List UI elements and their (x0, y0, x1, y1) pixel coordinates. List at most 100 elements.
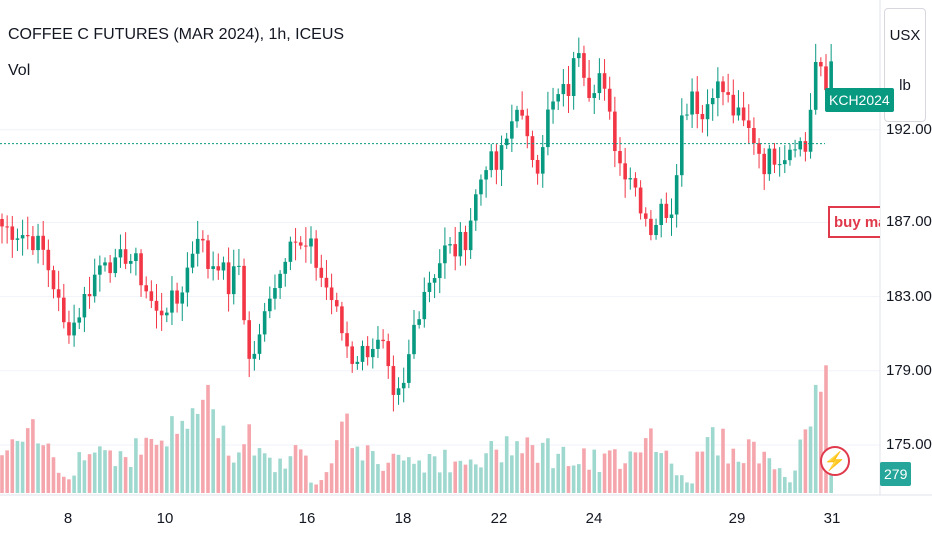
volume-bar (386, 462, 391, 493)
candle-body (685, 114, 689, 116)
volume-bar (365, 445, 370, 493)
volume-bar (494, 449, 499, 493)
volume-bar (448, 472, 452, 493)
volume-bar (195, 413, 200, 493)
candle-body (201, 238, 205, 241)
candle-body (633, 178, 638, 188)
candle-body (649, 218, 653, 236)
candle-body (154, 300, 159, 311)
trade-note[interactable]: buy marc (828, 206, 880, 238)
volume-bar (685, 482, 689, 493)
volume-bar (762, 451, 766, 493)
volume-bar (56, 472, 61, 493)
x-tick-label: 24 (585, 510, 603, 527)
candle-body (762, 153, 766, 175)
candle-body (355, 361, 360, 364)
candle-body (46, 249, 51, 271)
volume-bar (242, 444, 246, 493)
candle-body (401, 382, 406, 389)
candle-body (190, 253, 195, 268)
volume-bar (803, 429, 808, 493)
volume-bar (401, 460, 406, 493)
currency-unit-selector[interactable]: USX lb (884, 8, 926, 122)
candle-body (746, 120, 751, 129)
lightning-icon[interactable]: ⚡ (820, 446, 850, 476)
candle-body (793, 149, 797, 151)
candle-body (705, 104, 710, 120)
volume-bar (777, 468, 782, 493)
candle-body (36, 235, 40, 251)
candle-body (309, 238, 313, 247)
candle-body (82, 294, 87, 318)
candle-body (226, 262, 231, 295)
volume-bar (314, 484, 318, 493)
candle-body (602, 73, 607, 89)
candle-body (170, 290, 174, 313)
volume-bar (808, 426, 813, 493)
volume-bars (0, 365, 833, 493)
volume-bar (643, 438, 648, 493)
volume-bar (556, 453, 560, 493)
volume-bar (170, 416, 174, 493)
volume-bar (128, 467, 133, 493)
volume-bar (638, 452, 643, 493)
volume-bar (654, 452, 658, 493)
candle-body (736, 107, 741, 116)
candle-body (643, 213, 648, 219)
volume-bar (587, 469, 591, 493)
candle-body (31, 236, 35, 251)
candle-body (453, 244, 457, 257)
volume-bar (819, 391, 823, 493)
volume-bar (716, 455, 720, 493)
volume-bar (628, 451, 633, 493)
volume-bar (165, 446, 169, 493)
volume-bar (237, 452, 241, 493)
volume-bar (412, 463, 416, 493)
candle-body (654, 224, 658, 236)
candle-body (324, 277, 329, 288)
volume-bar (659, 453, 663, 493)
candle-body (412, 324, 416, 355)
candle-body (623, 163, 627, 180)
candle-body (231, 266, 236, 295)
candle-body (262, 311, 267, 335)
volume-bar (783, 476, 787, 493)
volume-bar (427, 454, 432, 493)
volume-bar (577, 464, 581, 493)
candle-body (535, 159, 540, 174)
volume-bar (376, 464, 380, 493)
volume-bar (231, 462, 236, 493)
candle-body (206, 240, 210, 269)
candle-body (443, 245, 447, 264)
volume-bar (324, 472, 329, 493)
candle-body (62, 297, 66, 323)
volume-bar (752, 441, 756, 493)
volume-bar (793, 470, 797, 493)
volume-bar (443, 449, 447, 493)
volume-bar (623, 463, 627, 493)
candle-body (716, 81, 720, 99)
candle-body (551, 101, 555, 110)
candle-body (123, 249, 128, 264)
x-tick-label: 8 (63, 510, 73, 527)
candle-body (15, 238, 20, 240)
y-tick-label: 187.00 (886, 213, 932, 231)
volume-bar (726, 463, 730, 493)
candle-body (185, 267, 190, 293)
candle-body (468, 220, 473, 251)
x-tick-label: 18 (394, 510, 412, 527)
volume-bar (561, 446, 566, 493)
volume-bar (746, 439, 751, 493)
volume-bar (798, 439, 803, 493)
volume-bar (633, 452, 638, 493)
candle-body (638, 187, 643, 214)
volume-bar (334, 440, 339, 493)
volume-bar (535, 462, 540, 493)
volume-bar (757, 463, 761, 493)
volume-bar (731, 448, 736, 493)
x-tick-label: 22 (490, 510, 508, 527)
volume-bar (108, 450, 112, 493)
candle-body (525, 115, 530, 137)
candle-body (56, 289, 61, 298)
